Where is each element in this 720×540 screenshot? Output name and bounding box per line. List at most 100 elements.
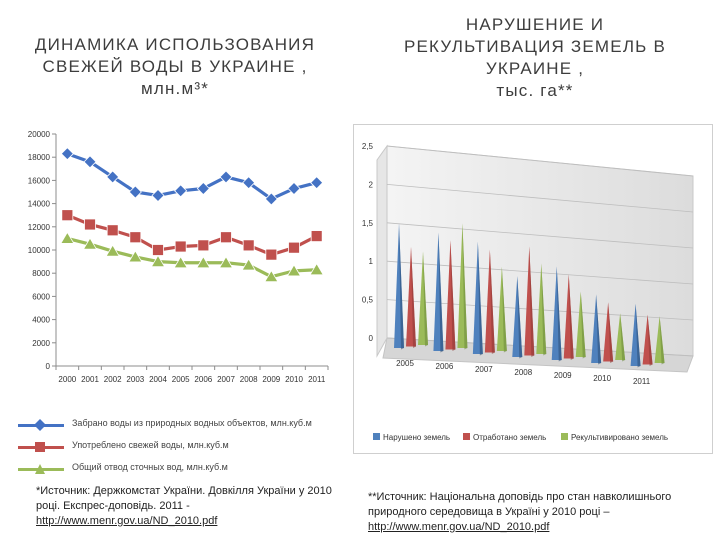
cone-bar [484, 249, 495, 354]
y-tick-label: 2000 [32, 339, 50, 348]
legend-label: Рекультивировано земель [571, 433, 668, 442]
cone-shade [517, 275, 523, 359]
data-point [173, 255, 188, 269]
legend-label: Отработано земель [473, 433, 546, 442]
data-point [288, 241, 300, 254]
data-point [264, 269, 279, 283]
data-point [196, 181, 210, 196]
y-tick-label: 0,5 [362, 296, 374, 305]
y-tick-label: 6000 [32, 292, 50, 301]
data-point [310, 230, 323, 242]
x-tick-label: 2011 [308, 375, 326, 384]
cone-shade [423, 251, 428, 347]
cone-shade [411, 246, 416, 348]
legend-item: Общий отвод сточных вод, млн.куб.м [10, 460, 340, 478]
gridline [386, 222, 694, 249]
data-point [128, 185, 142, 199]
y-tick-label: 2 [369, 180, 374, 189]
left-source-text: *Источник: Держкомстат України. Довкілля… [36, 485, 332, 512]
data-point [242, 176, 256, 190]
data-point [309, 262, 324, 276]
cone-shade [580, 291, 586, 359]
left-title-line: ДИНАМИКА ИСПОЛЬЗОВАНИЯ [34, 35, 316, 54]
x-tick-label: 2004 [149, 375, 167, 384]
cone-bar [563, 274, 574, 360]
left-source-link[interactable]: http://www.menr.gov.ua/ND_2010.pdf [36, 515, 218, 527]
cone-bar [394, 223, 404, 350]
series-group [61, 209, 323, 261]
cone-shade [659, 316, 665, 365]
y-tick-label: 12000 [28, 223, 51, 232]
x-tick-label: 2009 [262, 375, 280, 384]
data-point [220, 231, 232, 244]
x-tick-label: 2000 [58, 375, 76, 384]
x-tick-label: 2001 [81, 375, 99, 384]
data-point [218, 255, 234, 269]
data-point [106, 170, 120, 184]
data-point [264, 192, 278, 206]
legend-label: Употреблено свежей воды, млн.куб.м [72, 440, 229, 450]
data-point [241, 258, 256, 271]
cone-bar [457, 223, 468, 350]
cone-shade [647, 314, 653, 366]
cone-bar [591, 294, 602, 365]
right-source-text: **Источник: Національна доповідь про ста… [368, 491, 672, 518]
cone-bar [512, 275, 523, 359]
series-line [66, 152, 318, 201]
legend-label: Нарушено земель [383, 433, 450, 442]
cone-bar [642, 314, 653, 366]
cone-bar [524, 246, 535, 357]
data-point [265, 248, 278, 261]
right-title-line: РЕКУЛЬТИВАЦИЯ ЗЕМЕЛЬ В [403, 37, 666, 56]
data-point [84, 218, 96, 231]
gridline [386, 145, 694, 177]
y-tick-label: 16000 [28, 176, 51, 185]
x-tick-label: 2011 [633, 377, 651, 386]
x-tick-label: 2005 [172, 375, 190, 384]
cone-bar [654, 316, 665, 365]
right-title-line: УКРАИНЕ , [485, 59, 585, 78]
water-usage-line-chart: 0 2000 4000 6000 8000 10000 12000 14000 16000 180… [28, 130, 329, 384]
data-point [129, 231, 142, 244]
y-tick-label: 8000 [32, 269, 50, 278]
y-tick-label: 0 [369, 334, 374, 343]
cone-bar [603, 302, 614, 363]
data-point [106, 224, 119, 237]
cone-bar [536, 263, 547, 356]
y-tick-label: 1 [369, 257, 374, 266]
data-point [60, 231, 75, 244]
data-point [197, 239, 210, 252]
data-point [242, 239, 255, 252]
x-tick-label: 2006 [436, 362, 454, 371]
y-tick-label: 0 [46, 362, 51, 371]
data-point [83, 155, 97, 169]
y-tick-label: 1,5 [362, 219, 374, 228]
cone-bar [575, 291, 586, 359]
y-tick-label: 4000 [32, 316, 50, 325]
cone-shade [450, 240, 456, 351]
x-tick-label: 2005 [396, 359, 414, 368]
cone-shade [529, 246, 535, 357]
cone-bar [406, 246, 416, 348]
right-title-line: тыс. га** [496, 81, 574, 100]
water-usage-legend: Забрано воды из природных водных объекто… [10, 412, 340, 480]
data-point [105, 244, 120, 257]
legend-marker-triangle [35, 464, 45, 474]
gridline [386, 184, 694, 213]
legend-swatch [463, 433, 470, 440]
data-point [174, 240, 187, 253]
data-point [196, 255, 211, 269]
cone-bar [418, 251, 428, 347]
right-source-link[interactable]: http://www.menr.gov.ua/ND_2010.pdf [368, 521, 550, 533]
legend-label: Общий отвод сточных вод, млн.куб.м [72, 462, 228, 472]
cone-bar [472, 241, 483, 356]
x-tick-label: 2009 [554, 371, 572, 380]
legend-swatch [373, 433, 380, 440]
legend-item: Забрано воды из природных водных объекто… [10, 416, 340, 434]
right-chart-title: НАРУШЕНИЕ И РЕКУЛЬТИВАЦИЯ ЗЕМЕЛЬ В УКРАИ… [360, 14, 710, 102]
y-tick-label: 10000 [28, 246, 51, 255]
x-tick-label: 2003 [126, 375, 144, 384]
data-point [150, 254, 166, 268]
y-tick-label: 18000 [28, 153, 51, 162]
legend-item: Употреблено свежей воды, млн.куб.м [10, 438, 340, 456]
